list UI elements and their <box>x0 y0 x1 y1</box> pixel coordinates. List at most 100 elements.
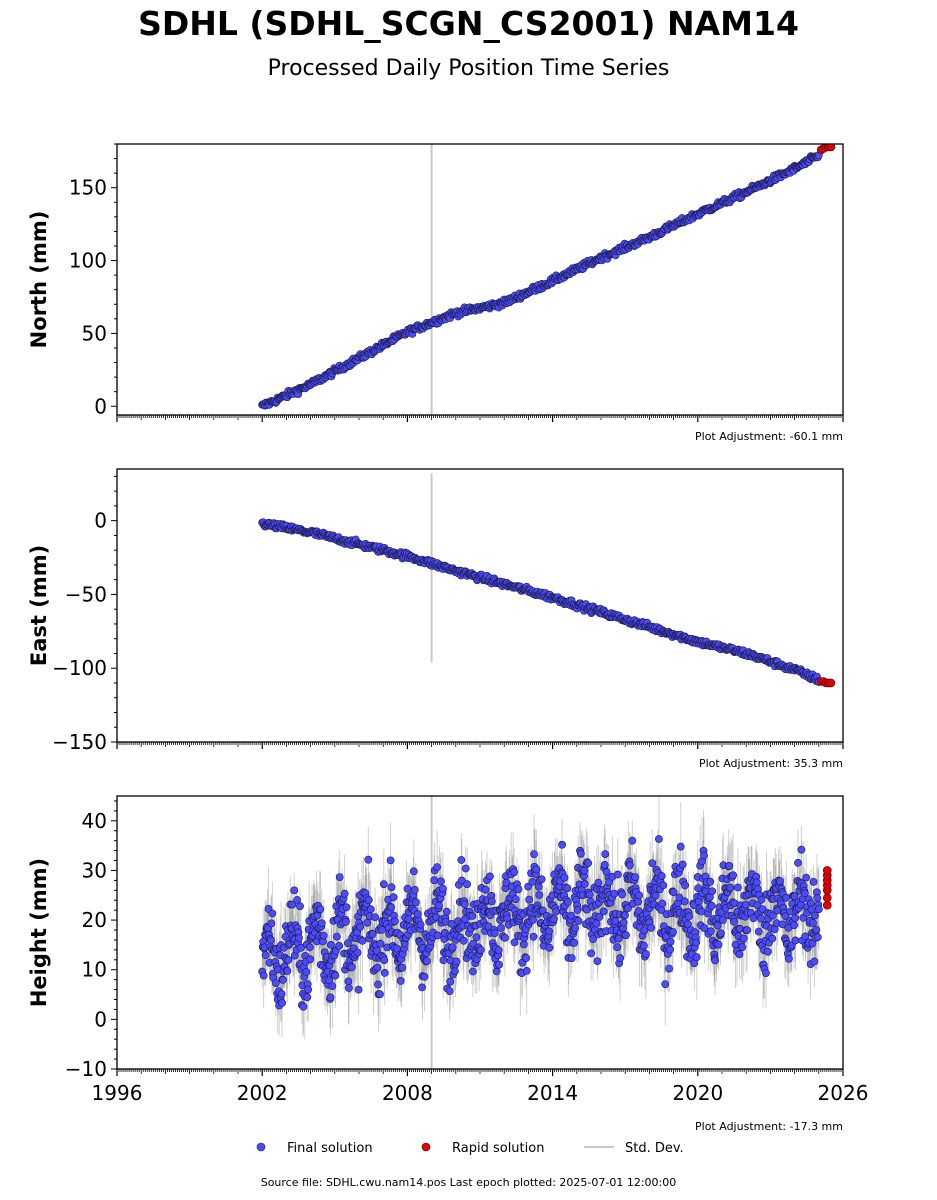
final-point <box>601 850 610 858</box>
final-point <box>706 927 715 936</box>
y-tick-label: −150 <box>52 730 107 754</box>
final-point <box>545 927 553 936</box>
final-point <box>812 925 821 934</box>
final-point <box>353 948 362 957</box>
final-solution-series <box>258 518 823 686</box>
final-point <box>316 905 325 914</box>
final-point <box>640 941 648 950</box>
final-point <box>377 925 386 934</box>
final-point <box>631 873 640 881</box>
final-point <box>278 999 286 1007</box>
legend-rapid-marker <box>421 1142 431 1152</box>
final-point <box>299 1002 308 1011</box>
rapid-solution-series <box>816 144 836 155</box>
final-point <box>392 944 401 953</box>
final-point <box>279 975 287 984</box>
final-point <box>640 926 649 935</box>
final-point <box>266 936 275 945</box>
final-point <box>268 909 277 918</box>
final-point <box>717 929 725 938</box>
final-point <box>735 924 744 933</box>
final-point <box>438 884 447 893</box>
final-point <box>725 862 734 870</box>
final-point <box>437 877 445 886</box>
y-axis-label: East (mm) <box>27 545 51 666</box>
final-point <box>611 917 620 925</box>
final-point <box>433 863 441 871</box>
final-point <box>295 934 303 942</box>
final-point <box>593 957 602 965</box>
final-point <box>659 881 668 890</box>
final-point <box>809 919 817 927</box>
final-point <box>326 993 335 1002</box>
final-point <box>343 939 352 948</box>
final-point <box>277 990 286 998</box>
final-point <box>537 875 546 884</box>
final-point <box>549 915 558 924</box>
plot-adjustment-note: Plot Adjustment: 35.3 mm <box>699 757 843 770</box>
final-point <box>420 972 429 981</box>
final-point <box>387 883 396 892</box>
final-point <box>403 884 412 893</box>
chart-subtitle: Processed Daily Position Time Series <box>267 56 670 81</box>
final-point <box>303 993 312 1002</box>
final-point <box>616 954 625 962</box>
final-point <box>398 963 407 972</box>
final-point <box>700 924 709 932</box>
final-point <box>754 927 763 936</box>
final-point <box>448 943 457 952</box>
final-point <box>813 894 822 902</box>
x-tick-label: 2026 <box>818 1081 869 1105</box>
final-point <box>404 915 413 923</box>
final-point <box>340 889 349 898</box>
final-point <box>626 861 634 870</box>
final-point <box>373 947 381 955</box>
x-tick-label: 2014 <box>527 1081 578 1105</box>
final-point <box>560 873 569 882</box>
final-point <box>410 886 419 894</box>
final-point <box>743 926 751 935</box>
final-point <box>490 929 499 937</box>
final-point <box>379 880 388 889</box>
final-point <box>739 934 748 943</box>
panel-height: −10 0 10 20 30 40 1996 2002 2008 2014 2020 2026 Heig… <box>27 795 868 1133</box>
final-point <box>373 963 382 972</box>
final-point <box>571 924 579 933</box>
final-point <box>757 895 766 904</box>
y-tick-label: 30 <box>82 858 107 882</box>
final-point <box>685 912 693 921</box>
final-point <box>666 937 675 946</box>
y-tick-label: 50 <box>82 321 107 345</box>
rapid-point <box>822 893 832 903</box>
final-point <box>418 983 426 992</box>
final-point <box>430 876 439 885</box>
final-point <box>613 943 622 951</box>
final-point <box>485 872 494 881</box>
final-point <box>328 982 337 990</box>
final-point <box>635 891 643 900</box>
final-point <box>577 849 585 858</box>
plot-adjustment-note: Plot Adjustment: -17.3 mm <box>695 1120 843 1133</box>
plot-frame <box>116 143 844 416</box>
final-point <box>452 957 461 966</box>
final-point <box>678 860 687 869</box>
final-point <box>510 868 518 877</box>
plot-adjustment-note: Plot Adjustment: -60.1 mm <box>695 430 843 443</box>
x-tick-label: 2002 <box>237 1081 288 1105</box>
final-point <box>700 851 708 860</box>
final-point <box>374 980 382 989</box>
final-point <box>529 916 537 924</box>
final-point <box>778 920 787 929</box>
final-point <box>305 943 314 952</box>
final-point <box>594 878 603 887</box>
final-point <box>459 936 468 945</box>
final-point <box>332 932 341 941</box>
final-point <box>592 919 601 928</box>
final-point <box>587 949 595 958</box>
final-point <box>585 890 594 899</box>
y-tick-label: 0 <box>94 1007 107 1031</box>
final-point <box>642 950 650 958</box>
final-point <box>622 931 630 940</box>
final-point <box>810 957 819 966</box>
final-point <box>271 979 280 987</box>
